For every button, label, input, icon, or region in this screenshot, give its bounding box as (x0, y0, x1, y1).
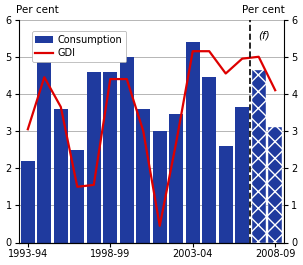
Bar (268, 127, 282, 242)
Text: (f): (f) (259, 30, 270, 40)
Bar (169, 114, 183, 242)
Bar (54, 109, 68, 242)
Text: Per cent: Per cent (241, 5, 284, 15)
Bar (103, 72, 117, 242)
Bar (186, 42, 200, 242)
Bar (120, 57, 134, 242)
Bar (87, 72, 101, 242)
Bar (268, 127, 282, 242)
Bar (252, 70, 266, 242)
Bar (37, 53, 51, 242)
Bar (153, 131, 167, 242)
Text: Per cent: Per cent (16, 5, 59, 15)
Bar (70, 150, 84, 242)
Bar (136, 109, 150, 242)
Bar (21, 161, 35, 242)
Bar (202, 77, 216, 242)
Bar (219, 146, 233, 242)
Legend: Consumption, GDI: Consumption, GDI (32, 31, 126, 62)
Bar (235, 107, 249, 242)
Bar (252, 70, 266, 242)
